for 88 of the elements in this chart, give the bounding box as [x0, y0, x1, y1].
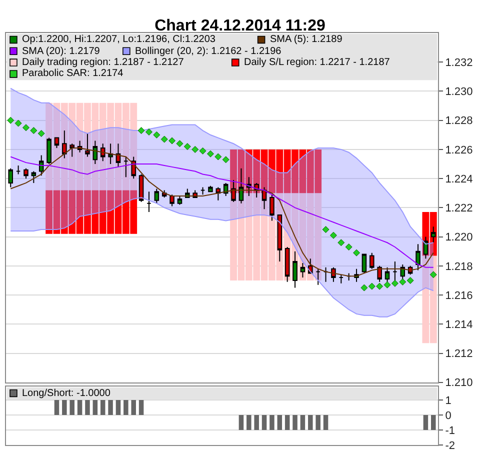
point — [160, 136, 168, 143]
y-tick-label: 0 — [445, 410, 452, 422]
candlestick — [31, 170, 36, 184]
candlestick — [316, 268, 320, 286]
candlestick — [16, 164, 21, 175]
point — [322, 226, 330, 234]
candlestick — [270, 194, 274, 222]
candlestick — [154, 188, 160, 204]
point — [192, 146, 199, 153]
point — [330, 232, 337, 239]
point — [14, 120, 22, 127]
point — [145, 128, 152, 136]
point — [399, 278, 406, 286]
candlestick — [46, 137, 52, 165]
candlestick — [108, 143, 113, 165]
legend-label: Long/Short: -1.0000 — [22, 388, 111, 399]
candlestick — [8, 168, 13, 188]
legend-label: SMA (5): 1.2189 — [270, 34, 343, 45]
y-tick-label: 1.224 — [445, 173, 473, 186]
point — [7, 116, 14, 124]
y-tick-label: 1.228 — [445, 115, 473, 128]
y-tick-label: 1.210 — [445, 377, 473, 390]
candlestick — [70, 143, 74, 158]
candlestick — [416, 244, 420, 271]
point — [184, 143, 191, 150]
candlestick — [338, 274, 344, 284]
point — [168, 137, 176, 144]
point — [338, 239, 345, 246]
point — [153, 131, 160, 138]
candlestick — [116, 143, 121, 168]
y-tick-label: 1.222 — [445, 202, 473, 215]
candlestick — [346, 272, 352, 281]
candlestick — [200, 186, 206, 196]
point — [138, 127, 145, 134]
candlestick — [138, 174, 144, 202]
candlestick — [300, 262, 306, 278]
y-tick-label: 1.232 — [445, 56, 473, 69]
candlestick — [38, 154, 44, 176]
candlestick — [331, 266, 336, 282]
point — [360, 284, 368, 292]
point — [391, 280, 398, 287]
y-tick-label: 1.216 — [445, 290, 473, 302]
point — [38, 130, 45, 137]
candlestick — [377, 265, 382, 282]
legend-label: Op:1.2200, Hi:1.2207, Lo:1.2196, Cl:1.2203 — [22, 34, 216, 45]
candlestick — [177, 196, 182, 206]
chart-title: Chart 24.12.2014 11:29 — [154, 17, 326, 34]
y-tick-label: 1.226 — [445, 144, 473, 156]
point — [176, 140, 184, 148]
candlestick — [170, 194, 174, 207]
candlestick — [85, 132, 90, 158]
point — [222, 156, 230, 164]
candlestick — [62, 130, 67, 159]
legend-label: SMA (20): 1.2179 — [22, 46, 100, 57]
y-tick-label: 1.220 — [445, 232, 473, 244]
candlestick — [362, 254, 367, 274]
legend-label: Daily trading region: 1.2187 - 1.2127 — [22, 57, 184, 68]
candlestick — [54, 137, 60, 148]
y-tick-label: -1 — [445, 424, 455, 437]
y-tick-label: 1.218 — [445, 260, 473, 273]
y-tick-label: 1.230 — [445, 86, 473, 98]
candlestick — [92, 140, 98, 165]
candlestick — [370, 252, 374, 270]
y-tick-label: -2 — [445, 440, 455, 452]
y-tick-label: 1.214 — [445, 319, 473, 331]
legend-label: Daily S/L region: 1.2217 - 1.2187 — [244, 57, 390, 68]
point — [30, 127, 38, 134]
candlestick — [124, 156, 128, 178]
legend-label: Parabolic SAR: 1.2174 — [22, 68, 124, 79]
point — [368, 282, 376, 290]
candlestick — [208, 185, 213, 192]
point — [345, 243, 352, 250]
line-series — [10, 88, 434, 245]
point — [406, 276, 414, 284]
point — [22, 124, 30, 132]
point — [384, 281, 391, 288]
legend-label: Bollinger (20, 2): 1.2162 - 1.2196 — [135, 46, 282, 57]
line-series — [10, 197, 434, 318]
candlestick — [146, 191, 152, 213]
point — [206, 150, 214, 158]
point — [214, 153, 222, 160]
point — [199, 147, 206, 154]
candlestick — [24, 168, 28, 180]
y-tick-label: 1 — [445, 394, 452, 407]
point — [430, 271, 437, 278]
point — [376, 282, 384, 290]
y-tick-label: 1.212 — [445, 348, 473, 360]
point — [353, 249, 360, 256]
